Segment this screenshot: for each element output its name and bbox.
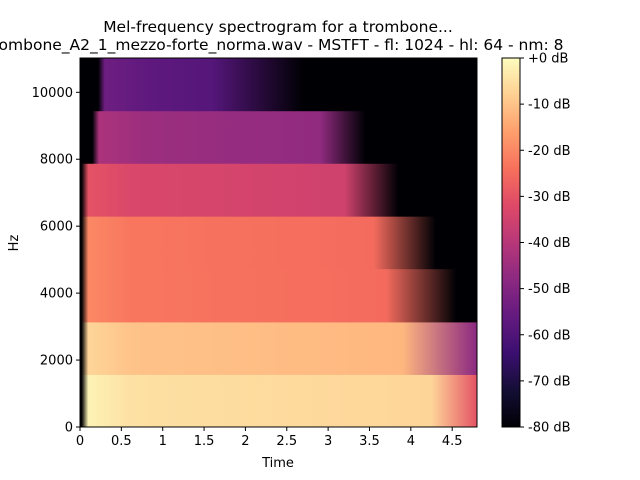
chart-title-line1: Mel-frequency spectrogram for a trombone… (103, 18, 453, 36)
y-tick-label: 8000 (40, 153, 73, 168)
colorbar-tick-label: +0 dB (528, 52, 568, 67)
colorbar-tick-label: -50 dB (528, 282, 571, 297)
x-tick-label: 4.5 (442, 434, 463, 449)
x-tick-label: 2 (241, 434, 249, 449)
colorbar-tick-label: -10 dB (528, 98, 571, 113)
y-tick-label: 2000 (40, 354, 73, 369)
mel-band-1 (80, 321, 477, 375)
colorbar-ticks: +0 dB -10 dB -20 dB -30 dB -40 dB -50 dB -60 d… (520, 52, 571, 436)
y-tick-label: 10000 (32, 86, 73, 101)
x-tick-label: 1 (159, 434, 167, 449)
mel-band-3 (80, 216, 477, 270)
x-axis: 0 0.5 1 1.5 2 2.5 3 3.5 4 4.5 (76, 427, 463, 449)
colorbar-tick-label: -20 dB (528, 144, 571, 159)
y-axis-label: Hz (7, 235, 22, 252)
x-tick-label: 3.5 (359, 434, 380, 449)
mel-band-4 (80, 163, 477, 217)
mel-band-6 (80, 58, 477, 112)
x-tick-label: 2.5 (276, 434, 297, 449)
x-tick-label: 4 (407, 434, 415, 449)
colorbar-tick-label: -30 dB (528, 190, 571, 205)
colorbar-tick-label: -40 dB (528, 236, 571, 251)
chart-title-line2: rombone_A2_1_mezzo-forte_norma.wav - MST… (0, 36, 563, 55)
x-axis-label: Time (261, 456, 294, 471)
mel-band-0 (80, 374, 477, 427)
colorbar-tick-label: -70 dB (528, 374, 571, 389)
x-tick-label: 1.5 (194, 434, 215, 449)
colorbar (501, 57, 521, 428)
y-tick-label: 4000 (40, 287, 73, 302)
plot-frame (79, 57, 478, 428)
mel-band-2 (80, 268, 477, 323)
x-tick-label: 3 (324, 434, 332, 449)
colorbar-tick-label: -80 dB (528, 421, 571, 436)
colorbar-tick-label: -60 dB (528, 328, 571, 343)
y-axis: 0 2000 4000 6000 8000 10000 (32, 86, 80, 436)
mel-band-5 (80, 110, 477, 164)
y-tick-label: 6000 (40, 220, 73, 235)
x-tick-label: 0.5 (111, 434, 132, 449)
y-tick-label: 0 (65, 421, 73, 436)
x-tick-label: 0 (76, 434, 84, 449)
heatmap-area (80, 58, 477, 427)
